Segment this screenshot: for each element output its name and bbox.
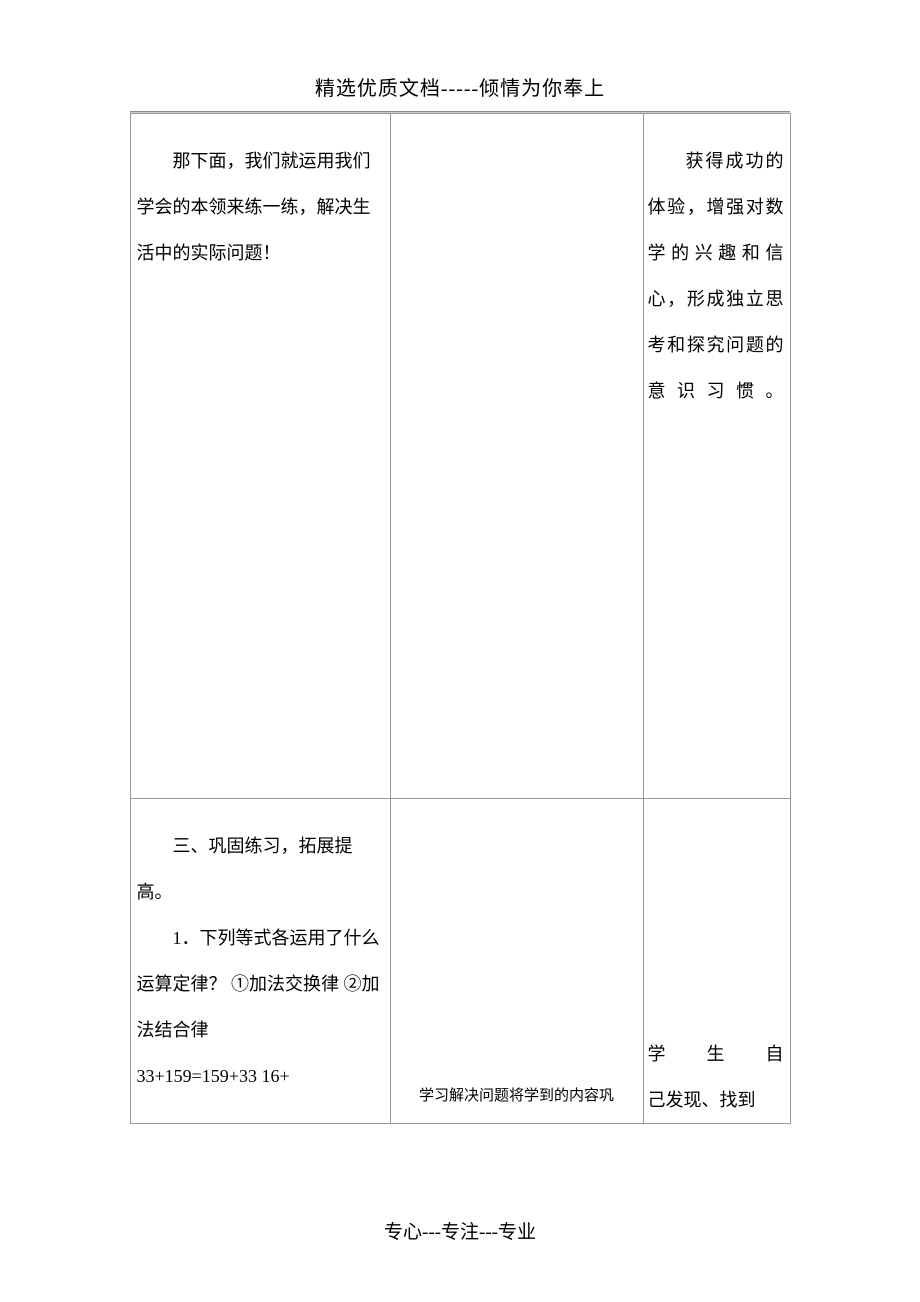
cell-r2-c1: 三、巩固练习，拓展提高。 1．下列等式各运用了什么运算定律？ ①加法交换律 ②加… <box>130 799 390 1124</box>
table-row: 三、巩固练习，拓展提高。 1．下列等式各运用了什么运算定律？ ①加法交换律 ②加… <box>130 799 790 1124</box>
text-line: 己发现、找到 <box>648 1077 784 1123</box>
cell-content: 学习解决问题将学到的内容巩 <box>391 799 643 1105</box>
paragraph: 33+159=159+33 16+ <box>137 1053 382 1099</box>
paragraph: 那下面，我们就运用我们学会的本领来练一练，解决生活中的实际问题！ <box>137 138 382 276</box>
cell-r1-c2 <box>390 114 643 799</box>
cell-content: 学生自 己发现、找到 <box>644 799 790 1123</box>
cell-r1-c3: 获得成功的体验，增强对数学的兴趣和信心，形成独立思考和探究问题的意识习惯。 <box>643 114 790 799</box>
page-footer: 专心---专注---专业 <box>0 1217 920 1244</box>
content-table: 那下面，我们就运用我们学会的本领来练一练，解决生活中的实际问题！ 获得成功的体验… <box>130 113 791 1124</box>
footer-text: 专心---专注---专业 <box>384 1222 536 1243</box>
cell-content: 那下面，我们就运用我们学会的本领来练一练，解决生活中的实际问题！ <box>131 114 390 286</box>
table-row: 那下面，我们就运用我们学会的本领来练一练，解决生活中的实际问题！ 获得成功的体验… <box>130 114 790 799</box>
header-text: 精选优质文档-----倾情为你奉上 <box>315 78 605 100</box>
text-line: 学生自 <box>648 1031 784 1077</box>
paragraph: 1．下列等式各运用了什么运算定律？ ①加法交换律 ②加法结合律 <box>137 915 382 1053</box>
cell-r1-c1: 那下面，我们就运用我们学会的本领来练一练，解决生活中的实际问题！ <box>130 114 390 799</box>
cell-r2-c3: 学生自 己发现、找到 <box>643 799 790 1124</box>
cell-r2-c2: 学习解决问题将学到的内容巩 <box>390 799 643 1124</box>
cell-content: 获得成功的体验，增强对数学的兴趣和信心，形成独立思考和探究问题的意识习惯。 <box>644 114 790 424</box>
paragraph-text: 获得成功的体验，增强对数学的兴趣和信心，形成独立思考和探究问题的意识习惯。 <box>648 151 784 401</box>
cell-content: 三、巩固练习，拓展提高。 1．下列等式各运用了什么运算定律？ ①加法交换律 ②加… <box>131 799 390 1109</box>
page-header: 精选优质文档-----倾情为你奉上 <box>0 0 920 101</box>
paragraph: 三、巩固练习，拓展提高。 <box>137 823 382 915</box>
